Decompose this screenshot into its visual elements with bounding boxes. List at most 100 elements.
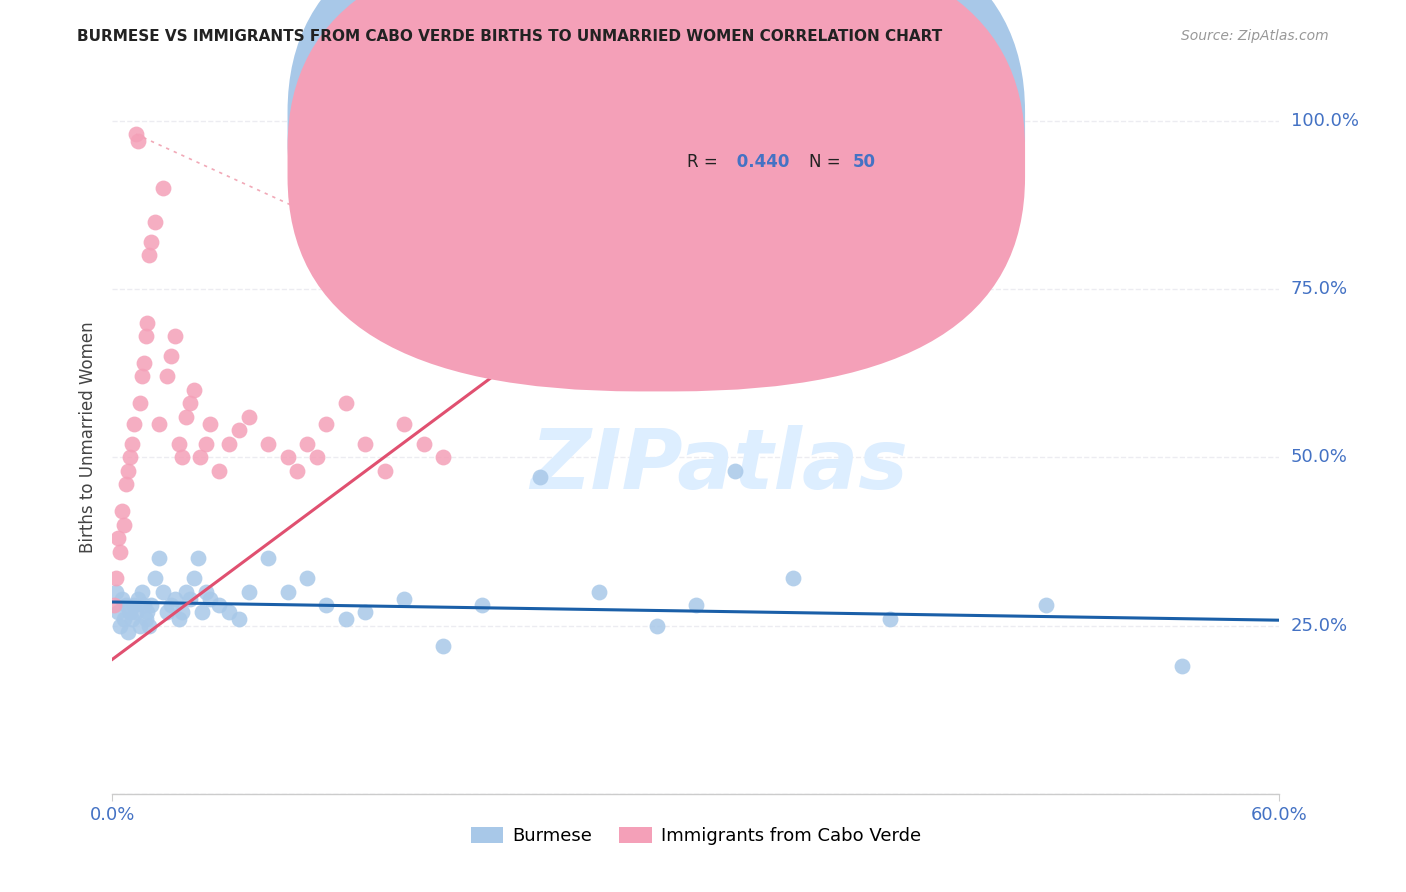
Text: N =: N = bbox=[810, 153, 846, 171]
Immigrants from Cabo Verde bbox=[374, 464, 396, 478]
FancyBboxPatch shape bbox=[288, 0, 1025, 392]
Text: 57: 57 bbox=[852, 118, 876, 136]
Burmese bbox=[1171, 659, 1194, 673]
Immigrants from Cabo Verde bbox=[148, 417, 170, 431]
Burmese bbox=[1035, 599, 1057, 613]
Y-axis label: Births to Unmarried Women: Births to Unmarried Women bbox=[79, 321, 97, 553]
Immigrants from Cabo Verde bbox=[179, 396, 201, 410]
Immigrants from Cabo Verde bbox=[208, 464, 231, 478]
Burmese bbox=[110, 618, 132, 632]
Text: 50: 50 bbox=[852, 153, 876, 171]
Burmese bbox=[529, 470, 551, 484]
Immigrants from Cabo Verde bbox=[188, 450, 211, 465]
Immigrants from Cabo Verde bbox=[107, 531, 129, 545]
Burmese bbox=[394, 591, 416, 606]
Immigrants from Cabo Verde bbox=[125, 127, 148, 141]
Text: R =: R = bbox=[686, 153, 723, 171]
Burmese bbox=[191, 605, 214, 619]
Text: 75.0%: 75.0% bbox=[1291, 280, 1348, 298]
Burmese bbox=[163, 591, 186, 606]
Burmese bbox=[183, 571, 205, 585]
Immigrants from Cabo Verde bbox=[115, 477, 138, 491]
Burmese bbox=[136, 605, 159, 619]
Burmese bbox=[141, 599, 163, 613]
Burmese bbox=[115, 599, 138, 613]
Immigrants from Cabo Verde bbox=[122, 417, 145, 431]
Immigrants from Cabo Verde bbox=[228, 423, 250, 437]
Immigrants from Cabo Verde bbox=[167, 437, 190, 451]
Burmese bbox=[685, 599, 707, 613]
Immigrants from Cabo Verde bbox=[127, 134, 149, 148]
Immigrants from Cabo Verde bbox=[295, 437, 318, 451]
Immigrants from Cabo Verde bbox=[141, 235, 163, 249]
Immigrants from Cabo Verde bbox=[103, 599, 125, 613]
Immigrants from Cabo Verde bbox=[305, 450, 328, 465]
Burmese bbox=[176, 585, 198, 599]
Text: -0.045: -0.045 bbox=[731, 118, 790, 136]
Burmese bbox=[143, 571, 166, 585]
Immigrants from Cabo Verde bbox=[110, 544, 132, 558]
Immigrants from Cabo Verde bbox=[121, 437, 143, 451]
Burmese bbox=[588, 585, 610, 599]
Burmese bbox=[127, 591, 149, 606]
Burmese bbox=[172, 605, 194, 619]
Immigrants from Cabo Verde bbox=[128, 396, 150, 410]
Burmese bbox=[122, 599, 145, 613]
Immigrants from Cabo Verde bbox=[276, 450, 298, 465]
Immigrants from Cabo Verde bbox=[194, 437, 217, 451]
Burmese bbox=[167, 612, 190, 626]
Burmese bbox=[879, 612, 901, 626]
Immigrants from Cabo Verde bbox=[105, 571, 128, 585]
Text: BURMESE VS IMMIGRANTS FROM CABO VERDE BIRTHS TO UNMARRIED WOMEN CORRELATION CHAR: BURMESE VS IMMIGRANTS FROM CABO VERDE BI… bbox=[77, 29, 942, 44]
Burmese bbox=[257, 551, 280, 566]
Text: 100.0%: 100.0% bbox=[1291, 112, 1358, 129]
Burmese bbox=[432, 639, 454, 653]
Immigrants from Cabo Verde bbox=[112, 517, 135, 532]
Burmese bbox=[135, 612, 157, 626]
Immigrants from Cabo Verde bbox=[176, 409, 198, 424]
Immigrants from Cabo Verde bbox=[111, 504, 134, 518]
Burmese bbox=[112, 612, 135, 626]
Immigrants from Cabo Verde bbox=[131, 369, 153, 384]
Burmese bbox=[125, 605, 148, 619]
Legend: Burmese, Immigrants from Cabo Verde: Burmese, Immigrants from Cabo Verde bbox=[464, 820, 928, 853]
Burmese bbox=[471, 599, 494, 613]
Burmese bbox=[111, 591, 134, 606]
Immigrants from Cabo Verde bbox=[117, 464, 139, 478]
Immigrants from Cabo Verde bbox=[394, 417, 416, 431]
Immigrants from Cabo Verde bbox=[412, 437, 434, 451]
Burmese bbox=[724, 464, 747, 478]
Burmese bbox=[335, 612, 357, 626]
Burmese bbox=[198, 591, 221, 606]
Burmese bbox=[118, 605, 141, 619]
Burmese bbox=[218, 605, 240, 619]
Immigrants from Cabo Verde bbox=[172, 450, 194, 465]
Burmese bbox=[160, 599, 183, 613]
Text: N =: N = bbox=[810, 118, 846, 136]
Immigrants from Cabo Verde bbox=[315, 417, 337, 431]
Burmese bbox=[107, 605, 129, 619]
Burmese bbox=[782, 571, 804, 585]
Text: R =: R = bbox=[686, 118, 723, 136]
Immigrants from Cabo Verde bbox=[354, 437, 377, 451]
Immigrants from Cabo Verde bbox=[335, 396, 357, 410]
Burmese bbox=[228, 612, 250, 626]
Burmese bbox=[117, 625, 139, 640]
Burmese bbox=[187, 551, 209, 566]
Immigrants from Cabo Verde bbox=[156, 369, 179, 384]
Immigrants from Cabo Verde bbox=[432, 450, 454, 465]
Burmese bbox=[194, 585, 217, 599]
Burmese bbox=[105, 585, 128, 599]
Burmese bbox=[208, 599, 231, 613]
Burmese bbox=[152, 585, 174, 599]
Burmese bbox=[128, 618, 150, 632]
Burmese bbox=[121, 612, 143, 626]
Immigrants from Cabo Verde bbox=[138, 248, 160, 262]
Burmese bbox=[645, 618, 668, 632]
Burmese bbox=[238, 585, 260, 599]
Text: 25.0%: 25.0% bbox=[1291, 616, 1348, 634]
Immigrants from Cabo Verde bbox=[238, 409, 260, 424]
Text: 0.440: 0.440 bbox=[731, 153, 789, 171]
Immigrants from Cabo Verde bbox=[183, 383, 205, 397]
Burmese bbox=[132, 599, 155, 613]
